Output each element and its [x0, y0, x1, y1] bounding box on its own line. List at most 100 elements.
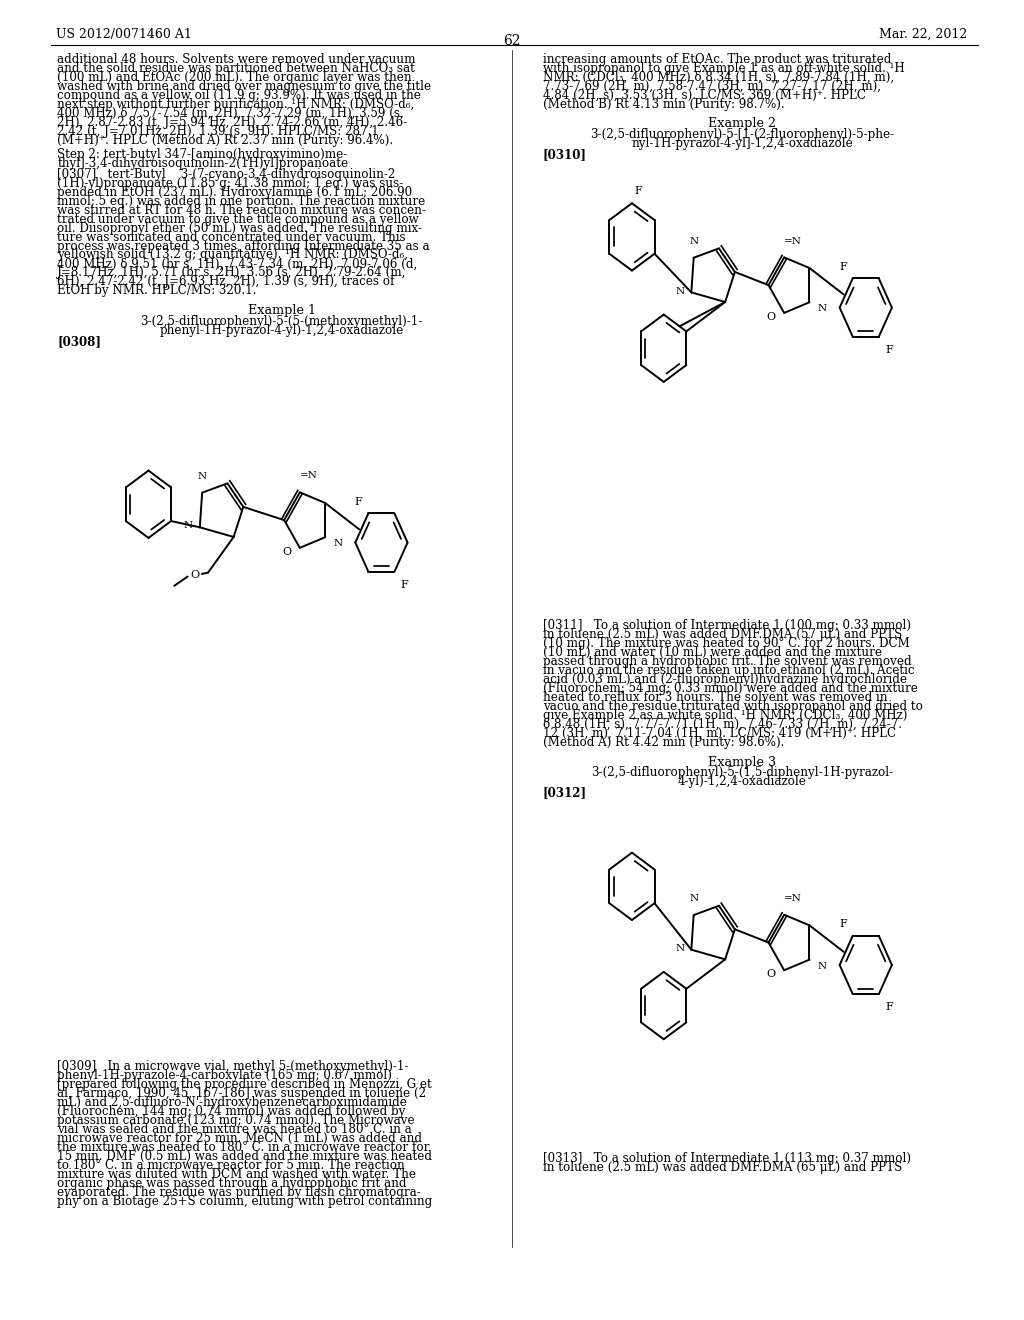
Text: and the solid residue was partitioned between NaHCO₃ sat: and the solid residue was partitioned be… [57, 62, 415, 75]
Text: process was repeated 3 times, affording Intermediate 35 as a: process was repeated 3 times, affording … [57, 239, 430, 252]
Text: pended in EtOH (237 mL). Hydroxylamine (6.1 mL; 206.90: pended in EtOH (237 mL). Hydroxylamine (… [57, 186, 413, 198]
Text: heated to reflux for 3 hours. The solvent was removed in: heated to reflux for 3 hours. The solven… [543, 690, 887, 704]
Text: N: N [689, 236, 698, 246]
Text: F: F [885, 345, 893, 355]
Text: compound as a yellow oil (11.9 g; 93.9%). It was used in the: compound as a yellow oil (11.9 g; 93.9%)… [57, 88, 421, 102]
Text: in toluene (2.5 mL) was added DMF.DMA (65 μL) and PPTS: in toluene (2.5 mL) was added DMF.DMA (6… [543, 1162, 902, 1175]
Text: mixture was diluted with DCM and washed with water. The: mixture was diluted with DCM and washed … [57, 1168, 417, 1180]
Text: (Fluorochem; 54 mg; 0.33 mmol) were added and the mixture: (Fluorochem; 54 mg; 0.33 mmol) were adde… [543, 682, 918, 694]
Text: phenyl-1H-pyrazole-4-carboxylate (165 mg; 0.67 mmol): phenyl-1H-pyrazole-4-carboxylate (165 mg… [57, 1069, 392, 1082]
Text: NMR: (CDCl₃, 400 MHz) δ 8.34 (1H, s), 7.89-7.84 (1H, m),: NMR: (CDCl₃, 400 MHz) δ 8.34 (1H, s), 7.… [543, 71, 894, 83]
Text: trated under vacuum to give the title compound as a yellow: trated under vacuum to give the title co… [57, 213, 419, 226]
Text: N: N [198, 471, 207, 480]
Text: acid (0.03 mL) and (2-fluorophenyl)hydrazine hydrochloride: acid (0.03 mL) and (2-fluorophenyl)hydra… [543, 673, 906, 686]
Text: 400 MHz) δ 7.57-7.54 (m, 2H), 7.32-7.29 (m, 1H), 3.59 (s,: 400 MHz) δ 7.57-7.54 (m, 2H), 7.32-7.29 … [57, 107, 404, 120]
Text: 2H), 2.87-2.83 (t, J=5.94 Hz, 2H), 2.74-2.66 (m, 4H), 2.46-: 2H), 2.87-2.83 (t, J=5.94 Hz, 2H), 2.74-… [57, 116, 408, 128]
Text: evaporated. The residue was purified by flash chromatogra-: evaporated. The residue was purified by … [57, 1185, 421, 1199]
Text: N: N [817, 962, 826, 970]
Text: (1H)-yl)propanoate (11.85 g; 41.38 mmol; 1 eq.) was sus-: (1H)-yl)propanoate (11.85 g; 41.38 mmol;… [57, 177, 403, 190]
Text: 12 (3H, m), 7.11-7.04 (1H, m). LC/MS: 419 (M+H)⁺. HPLC: 12 (3H, m), 7.11-7.04 (1H, m). LC/MS: 41… [543, 727, 896, 739]
Text: phenyl-1H-pyrazol-4-yl)-1,2,4-oxadiazole: phenyl-1H-pyrazol-4-yl)-1,2,4-oxadiazole [160, 323, 403, 337]
Text: =N: =N [784, 894, 802, 903]
Text: Example 3: Example 3 [709, 755, 776, 768]
Text: was stirred at RT for 48 h. The reaction mixture was concen-: was stirred at RT for 48 h. The reaction… [57, 203, 426, 216]
Text: Step 2: tert-butyl 347-[amino(hydroxyimino)me-: Step 2: tert-butyl 347-[amino(hydroxyimi… [57, 148, 347, 161]
Text: N: N [333, 540, 342, 548]
Text: oil. Diisopropyl ether (50 mL) was added. The resulting mix-: oil. Diisopropyl ether (50 mL) was added… [57, 222, 422, 235]
Text: [0312]: [0312] [543, 785, 587, 799]
Text: N: N [675, 944, 684, 953]
Text: 6H), 2.47-2.42 (t, J=6.93 Hz, 2H), 1.39 (s, 9H), traces of: 6H), 2.47-2.42 (t, J=6.93 Hz, 2H), 1.39 … [57, 276, 395, 288]
Text: [0309]   In a microwave vial, methyl 5-(methoxymethyl)-1-: [0309] In a microwave vial, methyl 5-(me… [57, 1060, 409, 1073]
Text: in toluene (2.5 mL) was added DMF.DMA (57 μL) and PPTS: in toluene (2.5 mL) was added DMF.DMA (5… [543, 628, 902, 642]
Text: O: O [767, 969, 776, 979]
Text: [0310]: [0310] [543, 148, 587, 161]
Text: (10 mg). The mixture was heated to 90° C. for 2 hours. DCM: (10 mg). The mixture was heated to 90° C… [543, 638, 909, 649]
Text: Example 1: Example 1 [248, 304, 315, 317]
Text: organic phase was passed through a hydrophobic frit and: organic phase was passed through a hydro… [57, 1176, 407, 1189]
Text: [0307]   tert-Butyl    3-(7-cyano-3,4-dihydroisoquinolin-2: [0307] tert-Butyl 3-(7-cyano-3,4-dihydro… [57, 168, 395, 181]
Text: next step without further purification. ¹H NMR: (DMSO-d₆,: next step without further purification. … [57, 98, 415, 111]
Text: (M+H)⁺. HPLC (Method A) Rt 2.37 min (Purity: 96.4%).: (M+H)⁺. HPLC (Method A) Rt 2.37 min (Pur… [57, 133, 393, 147]
Text: ture was sonicated and concentrated under vacuum. This: ture was sonicated and concentrated unde… [57, 231, 406, 243]
Text: (100 mL) and EtOAc (200 mL). The organic layer was then: (100 mL) and EtOAc (200 mL). The organic… [57, 71, 412, 83]
Text: 15 min. DMF (0.5 mL) was added and the mixture was heated: 15 min. DMF (0.5 mL) was added and the m… [57, 1150, 432, 1163]
Text: F: F [634, 186, 642, 197]
Text: nyl-1H-pyrazol-4-yl]-1,2,4-oxadiazole: nyl-1H-pyrazol-4-yl]-1,2,4-oxadiazole [632, 137, 853, 150]
Text: 62: 62 [503, 34, 521, 49]
Text: (Fluorochem, 144 mg; 0.74 mmol) was added followed by: (Fluorochem, 144 mg; 0.74 mmol) was adde… [57, 1105, 406, 1118]
Text: [0308]: [0308] [57, 335, 101, 347]
Text: (Method B) Rt 4.13 min (Purity: 98.7%).: (Method B) Rt 4.13 min (Purity: 98.7%). [543, 98, 784, 111]
Text: 4.84 (2H, s), 3.53 (3H, s). LC/MS: 369 (M+H)⁺. HPLC: 4.84 (2H, s), 3.53 (3H, s). LC/MS: 369 (… [543, 88, 865, 102]
Text: yellowish solid (13.2 g; quantitative). ¹H NMR: (DMSO-d₆,: yellowish solid (13.2 g; quantitative). … [57, 248, 409, 261]
Text: the mixture was heated to 180° C. in a microwave reactor for: the mixture was heated to 180° C. in a m… [57, 1140, 430, 1154]
Text: (Method A) Rt 4.42 min (Purity: 98.6%).: (Method A) Rt 4.42 min (Purity: 98.6%). [543, 735, 784, 748]
Text: potassium carbonate (123 mg; 0.74 mmol). The Microwave: potassium carbonate (123 mg; 0.74 mmol).… [57, 1114, 415, 1127]
Text: thyl]-3,4-dihydroisoquinolin-2(1H)yl]propanoate: thyl]-3,4-dihydroisoquinolin-2(1H)yl]pro… [57, 157, 348, 170]
Text: additional 48 hours. Solvents were removed under vacuum: additional 48 hours. Solvents were remov… [57, 53, 416, 66]
Text: with isopropanol to give Example 1 as an off-white solid. ¹H: with isopropanol to give Example 1 as an… [543, 62, 904, 75]
Text: mL) and 2,5-difluoro-N'-hydroxybenzenecarboximidamide: mL) and 2,5-difluoro-N'-hydroxybenzeneca… [57, 1096, 408, 1109]
Text: mmol; 5 eq.) was added in one portion. The reaction mixture: mmol; 5 eq.) was added in one portion. T… [57, 194, 426, 207]
Text: microwave reactor for 25 min. MeCN (1 mL) was added and: microwave reactor for 25 min. MeCN (1 mL… [57, 1131, 422, 1144]
Text: vial was sealed and the mixture was heated to 180° C. in a: vial was sealed and the mixture was heat… [57, 1123, 412, 1135]
Text: (10 mL) and water (10 mL) were added and the mixture: (10 mL) and water (10 mL) were added and… [543, 645, 882, 659]
Text: =N: =N [784, 236, 802, 246]
Text: F: F [885, 1002, 893, 1012]
Text: 3-(2,5-difluorophenyl)-5-(1,5-diphenyl-1H-pyrazol-: 3-(2,5-difluorophenyl)-5-(1,5-diphenyl-1… [591, 767, 894, 779]
Text: increasing amounts of EtOAc. The product was triturated: increasing amounts of EtOAc. The product… [543, 53, 891, 66]
Text: 3-(2,5-difluorophenyl)-5-[1-(2-fluorophenyl)-5-phe-: 3-(2,5-difluorophenyl)-5-[1-(2-fluorophe… [591, 128, 894, 141]
Text: Mar. 22, 2012: Mar. 22, 2012 [880, 28, 968, 41]
Text: F: F [354, 496, 362, 507]
Text: vacuo and the residue triturated with isopropanol and dried to: vacuo and the residue triturated with is… [543, 700, 923, 713]
Text: 4-yl)-1,2,4-oxadiazole: 4-yl)-1,2,4-oxadiazole [678, 775, 807, 788]
Text: =N: =N [300, 471, 317, 480]
Text: N: N [689, 894, 698, 903]
Text: to 180° C. in a microwave reactor for 5 min. The reaction: to 180° C. in a microwave reactor for 5 … [57, 1159, 406, 1172]
Text: N: N [675, 286, 684, 296]
Text: O: O [283, 546, 292, 557]
Text: J=8.17Hz, 1H), 5.71 (br s, 2H), 3.56 (s, 2H), 2.79-2.64 (m,: J=8.17Hz, 1H), 5.71 (br s, 2H), 3.56 (s,… [57, 267, 407, 280]
Text: F: F [840, 919, 848, 929]
Text: passed through a hydrophobic frit. The solvent was removed: passed through a hydrophobic frit. The s… [543, 655, 911, 668]
Text: 2.42 (t, J=7.01Hz, 2H), 1.39 (s, 9H). HPLC/MS: 287.1: 2.42 (t, J=7.01Hz, 2H), 1.39 (s, 9H). HP… [57, 124, 379, 137]
Text: give Example 2 as a white solid. ¹H NMR: (CDCl₃, 400 MHz): give Example 2 as a white solid. ¹H NMR:… [543, 709, 907, 722]
Text: washed with brine and dried over magnesium to give the title: washed with brine and dried over magnesi… [57, 79, 431, 92]
Text: 3-(2,5-difluorophenyl)-5-(5-(methoxymethyl)-1-: 3-(2,5-difluorophenyl)-5-(5-(methoxymeth… [140, 315, 423, 327]
Text: [prepared following the procedure described in Menozzi, G et: [prepared following the procedure descri… [57, 1078, 432, 1090]
Text: N: N [183, 521, 193, 531]
Text: [0311]   To a solution of Intermediate 1 (100 mg; 0.33 mmol): [0311] To a solution of Intermediate 1 (… [543, 619, 910, 632]
Text: O: O [767, 312, 776, 322]
Text: O: O [190, 570, 200, 581]
Text: al, ​Farmaco​, 1990, 45, 167-186] was suspended in toluene (2: al, ​Farmaco​, 1990, 45, 167-186] was su… [57, 1086, 426, 1100]
Text: US 2012/0071460 A1: US 2012/0071460 A1 [56, 28, 193, 41]
Text: in vacuo and the residue taken up into ethanol (2 mL). Acetic: in vacuo and the residue taken up into e… [543, 664, 914, 677]
Text: phy on a Biotage 25+S column, eluting with petrol containing: phy on a Biotage 25+S column, eluting wi… [57, 1195, 432, 1208]
Text: 7.73-7.69 (2H, m), 7.58-7.47 (3H, m), 7.27-7.17 (2H, m),: 7.73-7.69 (2H, m), 7.58-7.47 (3H, m), 7.… [543, 79, 881, 92]
Text: 400 MHz) δ 9.51 (br s, 1H), 7.43-7.34 (m, 2H), 7.09-7.06 (d,: 400 MHz) δ 9.51 (br s, 1H), 7.43-7.34 (m… [57, 257, 418, 271]
Text: [0313]   To a solution of Intermediate 1 (113 mg; 0.37 mmol): [0313] To a solution of Intermediate 1 (… [543, 1152, 910, 1166]
Text: δ 8.48 (1H, s), 7.77-7.71 (1H, m), 7.46-7.33 (7H, m), 7.24-7.: δ 8.48 (1H, s), 7.77-7.71 (1H, m), 7.46-… [543, 718, 902, 731]
Text: Example 2: Example 2 [709, 117, 776, 131]
Text: N: N [817, 305, 826, 313]
Text: F: F [400, 579, 409, 590]
